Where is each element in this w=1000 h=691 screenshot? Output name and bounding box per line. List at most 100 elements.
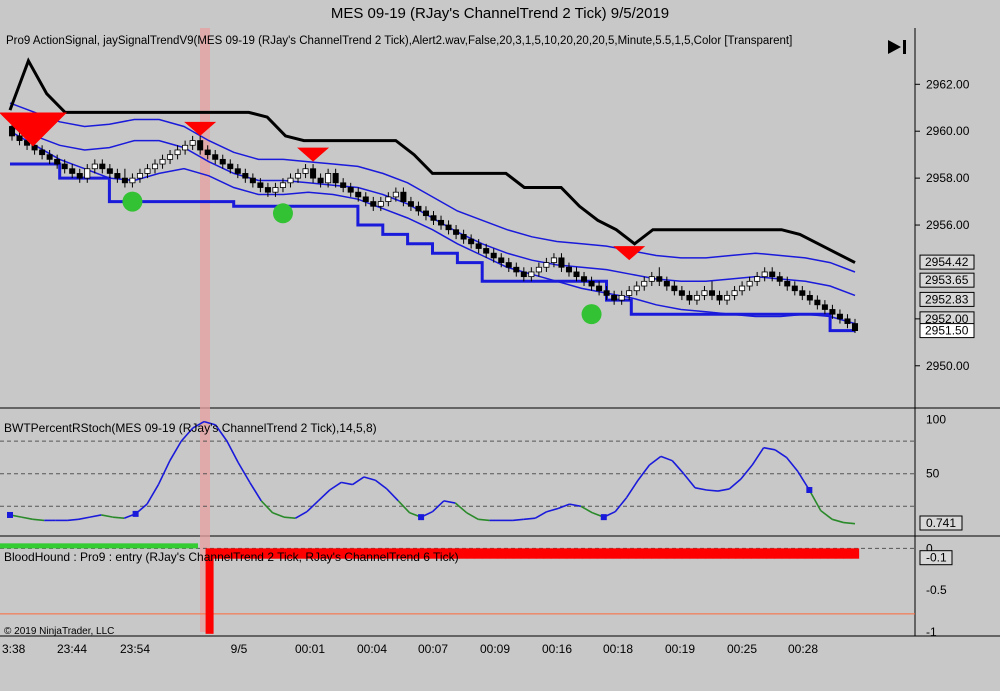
candle[interactable] (167, 154, 174, 160)
candle[interactable] (136, 173, 143, 179)
candle[interactable] (422, 210, 429, 217)
sell-signal-triangle[interactable] (0, 112, 67, 147)
candle[interactable] (84, 168, 91, 179)
candle[interactable] (588, 280, 595, 287)
candle[interactable] (724, 295, 731, 301)
candle[interactable] (618, 295, 625, 301)
candle[interactable] (663, 280, 670, 287)
candle[interactable] (76, 173, 83, 179)
candle[interactable] (716, 295, 723, 301)
price-panel[interactable] (0, 57, 859, 333)
candle[interactable] (821, 304, 828, 310)
candle[interactable] (656, 276, 663, 282)
candle[interactable] (189, 140, 196, 146)
candle[interactable] (317, 177, 324, 184)
entry-dot[interactable] (272, 203, 293, 224)
candle[interactable] (377, 201, 384, 207)
candle[interactable] (227, 163, 234, 170)
candle[interactable] (505, 262, 512, 268)
candle[interactable] (686, 295, 693, 301)
candle[interactable] (633, 285, 640, 292)
candle[interactable] (784, 280, 791, 287)
candle[interactable] (761, 271, 768, 278)
candle[interactable] (61, 163, 68, 170)
candle[interactable] (543, 262, 550, 268)
candle[interactable] (407, 201, 414, 207)
candle[interactable] (340, 182, 347, 188)
candle[interactable] (204, 149, 211, 156)
candle[interactable] (498, 257, 505, 263)
candle[interactable] (400, 191, 407, 202)
candle[interactable] (829, 309, 836, 315)
candle[interactable] (573, 271, 580, 278)
candle[interactable] (671, 285, 678, 292)
candle[interactable] (69, 168, 76, 174)
candle[interactable] (731, 290, 738, 296)
candle[interactable] (392, 191, 399, 198)
candle[interactable] (242, 173, 249, 179)
candle[interactable] (453, 229, 460, 235)
candle[interactable] (693, 295, 700, 301)
candle[interactable] (212, 154, 219, 160)
candle[interactable] (302, 168, 309, 174)
candle[interactable] (347, 187, 354, 193)
candle[interactable] (475, 243, 482, 249)
candle[interactable] (528, 271, 535, 278)
sell-signal-triangle[interactable] (184, 121, 217, 136)
candle[interactable] (558, 257, 565, 268)
candle[interactable] (806, 295, 813, 301)
candle[interactable] (776, 276, 783, 282)
candle[interactable] (121, 177, 128, 184)
candle[interactable] (197, 140, 204, 151)
candle[interactable] (91, 163, 98, 170)
candle[interactable] (438, 219, 445, 226)
candle[interactable] (535, 266, 542, 273)
candle[interactable] (264, 187, 271, 193)
entry-dot[interactable] (581, 304, 602, 325)
candle[interactable] (295, 173, 302, 179)
candle[interactable] (701, 290, 708, 296)
candle[interactable] (445, 224, 452, 231)
candle[interactable] (430, 215, 437, 221)
candle[interactable] (39, 149, 46, 156)
candle[interactable] (31, 144, 38, 151)
candle[interactable] (836, 313, 843, 320)
candle[interactable] (611, 295, 618, 301)
candle[interactable] (490, 252, 497, 259)
candle[interactable] (746, 280, 753, 287)
candle[interactable] (249, 177, 256, 184)
candle[interactable] (814, 299, 821, 306)
candle[interactable] (151, 163, 159, 170)
candle[interactable] (370, 201, 377, 207)
candle[interactable] (182, 144, 189, 151)
candle[interactable] (54, 158, 61, 165)
candle[interactable] (799, 290, 806, 296)
candle[interactable] (520, 271, 527, 278)
candle[interactable] (641, 280, 648, 287)
candle[interactable] (257, 182, 264, 188)
candle[interactable] (99, 163, 106, 170)
candle[interactable] (234, 168, 241, 174)
stoch-panel[interactable] (7, 420, 856, 525)
candle[interactable] (114, 173, 121, 179)
candle[interactable] (550, 257, 557, 263)
candle[interactable] (739, 285, 746, 292)
candle[interactable] (791, 285, 798, 292)
candle[interactable] (219, 158, 226, 165)
candle[interactable] (16, 135, 23, 141)
sell-signal-triangle[interactable] (297, 147, 330, 162)
bloodhound-panel[interactable] (0, 543, 860, 634)
candle[interactable] (106, 168, 113, 174)
candle[interactable] (279, 182, 286, 188)
candle[interactable] (596, 285, 603, 292)
candle[interactable] (287, 177, 294, 184)
candle[interactable] (46, 154, 53, 160)
candle[interactable] (565, 266, 572, 273)
candle[interactable] (648, 276, 655, 282)
play-icon[interactable] (888, 40, 906, 54)
candle[interactable] (626, 290, 633, 296)
candle[interactable] (362, 196, 369, 202)
sell-signal-triangle[interactable] (613, 246, 646, 261)
entry-dot[interactable] (122, 191, 143, 212)
candle[interactable] (513, 266, 520, 273)
